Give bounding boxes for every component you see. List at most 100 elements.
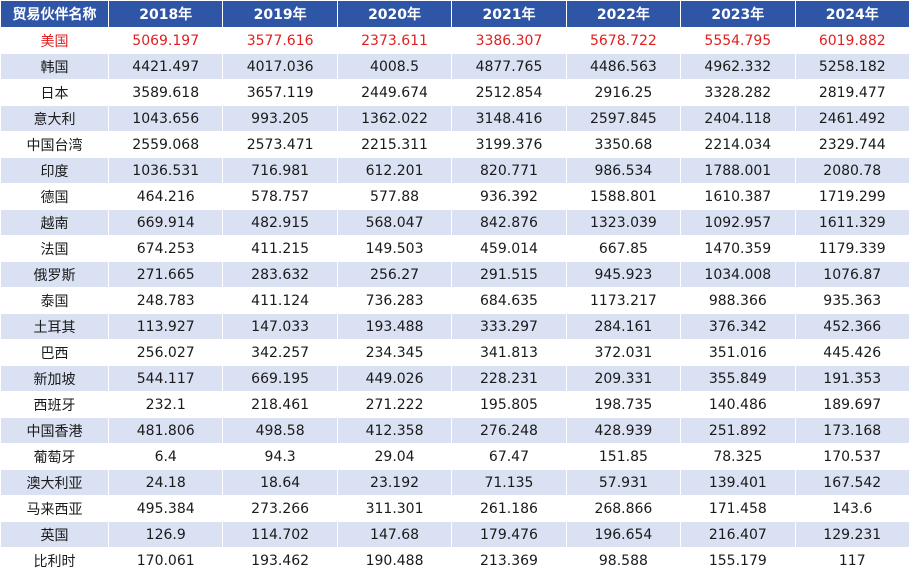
value-cell: 842.876: [452, 210, 566, 236]
value-cell: 4017.036: [223, 54, 337, 80]
value-cell: 3386.307: [452, 28, 566, 54]
value-cell: 67.47: [452, 444, 566, 470]
value-cell: 268.866: [566, 496, 680, 522]
value-cell: 411.215: [223, 236, 337, 262]
value-cell: 355.849: [681, 366, 795, 392]
value-cell: 147.68: [337, 522, 451, 548]
value-cell: 4486.563: [566, 54, 680, 80]
value-cell: 248.783: [109, 288, 223, 314]
value-cell: 5069.197: [109, 28, 223, 54]
value-cell: 126.9: [109, 522, 223, 548]
value-cell: 2819.477: [795, 80, 909, 106]
value-cell: 667.85: [566, 236, 680, 262]
partner-name-cell: 美国: [1, 28, 109, 54]
value-cell: 1588.801: [566, 184, 680, 210]
value-cell: 271.222: [337, 392, 451, 418]
value-cell: 1043.656: [109, 106, 223, 132]
value-cell: 170.537: [795, 444, 909, 470]
partner-name-cell: 越南: [1, 210, 109, 236]
value-cell: 1362.022: [337, 106, 451, 132]
value-cell: 2916.25: [566, 80, 680, 106]
header-year: 2024年: [795, 1, 909, 28]
value-cell: 218.461: [223, 392, 337, 418]
value-cell: 482.915: [223, 210, 337, 236]
value-cell: 669.914: [109, 210, 223, 236]
partner-name-cell: 日本: [1, 80, 109, 106]
partner-name-cell: 巴西: [1, 340, 109, 366]
value-cell: 140.486: [681, 392, 795, 418]
value-cell: 98.588: [566, 548, 680, 574]
value-cell: 291.515: [452, 262, 566, 288]
value-cell: 333.297: [452, 314, 566, 340]
value-cell: 228.231: [452, 366, 566, 392]
value-cell: 94.3: [223, 444, 337, 470]
value-cell: 191.353: [795, 366, 909, 392]
value-cell: 372.031: [566, 340, 680, 366]
value-cell: 674.253: [109, 236, 223, 262]
value-cell: 2329.744: [795, 132, 909, 158]
value-cell: 1034.008: [681, 262, 795, 288]
value-cell: 2404.118: [681, 106, 795, 132]
partner-name-cell: 西班牙: [1, 392, 109, 418]
value-cell: 986.534: [566, 158, 680, 184]
value-cell: 149.503: [337, 236, 451, 262]
value-cell: 24.18: [109, 470, 223, 496]
value-cell: 78.325: [681, 444, 795, 470]
value-cell: 3589.618: [109, 80, 223, 106]
value-cell: 4008.5: [337, 54, 451, 80]
value-cell: 190.488: [337, 548, 451, 574]
value-cell: 29.04: [337, 444, 451, 470]
value-cell: 935.363: [795, 288, 909, 314]
value-cell: 171.458: [681, 496, 795, 522]
value-cell: 6019.882: [795, 28, 909, 54]
value-cell: 232.1: [109, 392, 223, 418]
value-cell: 449.026: [337, 366, 451, 392]
value-cell: 5678.722: [566, 28, 680, 54]
partner-name-cell: 马来西亚: [1, 496, 109, 522]
value-cell: 113.927: [109, 314, 223, 340]
value-cell: 1323.039: [566, 210, 680, 236]
value-cell: 170.061: [109, 548, 223, 574]
value-cell: 2559.068: [109, 132, 223, 158]
value-cell: 311.301: [337, 496, 451, 522]
partner-name-cell: 中国香港: [1, 418, 109, 444]
value-cell: 2080.78: [795, 158, 909, 184]
value-cell: 276.248: [452, 418, 566, 444]
value-cell: 256.27: [337, 262, 451, 288]
value-cell: 139.401: [681, 470, 795, 496]
value-cell: 18.64: [223, 470, 337, 496]
value-cell: 71.135: [452, 470, 566, 496]
value-cell: 945.923: [566, 262, 680, 288]
value-cell: 147.033: [223, 314, 337, 340]
header-year: 2020年: [337, 1, 451, 28]
value-cell: 5554.795: [681, 28, 795, 54]
value-cell: 351.016: [681, 340, 795, 366]
value-cell: 428.939: [566, 418, 680, 444]
value-cell: 261.186: [452, 496, 566, 522]
value-cell: 4962.332: [681, 54, 795, 80]
value-cell: 179.476: [452, 522, 566, 548]
value-cell: 568.047: [337, 210, 451, 236]
value-cell: 3199.376: [452, 132, 566, 158]
partner-name-cell: 俄罗斯: [1, 262, 109, 288]
value-cell: 716.981: [223, 158, 337, 184]
value-cell: 736.283: [337, 288, 451, 314]
value-cell: 6.4: [109, 444, 223, 470]
value-cell: 283.632: [223, 262, 337, 288]
value-cell: 412.358: [337, 418, 451, 444]
partner-name-cell: 中国台湾: [1, 132, 109, 158]
partner-name-cell: 德国: [1, 184, 109, 210]
value-cell: 498.58: [223, 418, 337, 444]
value-cell: 284.161: [566, 314, 680, 340]
